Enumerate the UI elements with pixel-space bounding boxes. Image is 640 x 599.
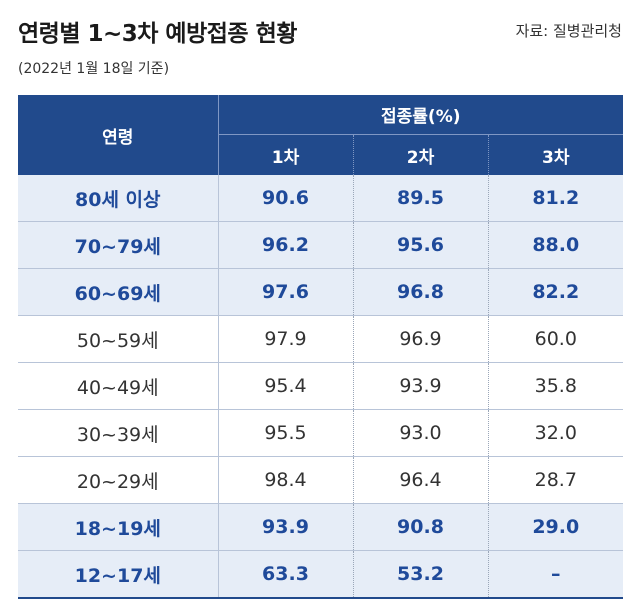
source-note: 자료: 질병관리청	[515, 22, 622, 40]
dose-1-header: 1차	[218, 134, 354, 175]
table-row: 70~79세 96.2 95.6 88.0	[18, 221, 624, 269]
age-group-cell: 18~19세	[18, 503, 219, 551]
dose-2-rate-cell: 96.8	[353, 268, 489, 316]
dose-1-rate-cell: 96.2	[218, 221, 354, 269]
dose-2-rate-cell: 89.5	[353, 175, 489, 222]
age-group-cell: 40~49세	[18, 362, 219, 410]
dose-1-rate-cell: 63.3	[218, 550, 354, 599]
dose-3-rate-cell: 81.2	[488, 175, 624, 222]
dose-2-rate-cell: 96.9	[353, 315, 489, 363]
dose-3-rate-cell: 29.0	[488, 503, 624, 551]
dose-3-rate-cell: 35.8	[488, 362, 624, 410]
vaccination-table: 연령 접종률(%) 1차 2차 3차 80세 이상 90.6 89.5 81.2 70~…	[18, 95, 624, 599]
table-row: 80세 이상 90.6 89.5 81.2	[18, 175, 624, 222]
table-row: 12~17세 63.3 53.2–	[18, 550, 624, 599]
age-group-cell: 50~59세	[18, 315, 219, 363]
date-note: (2022년 1월 18일 기준)	[18, 61, 170, 77]
dose-1-rate-cell: 98.4	[218, 456, 354, 504]
dose-2-header: 2차	[353, 134, 489, 175]
rate-column-header: 접종률(%)	[218, 95, 624, 135]
table-row: 40~49세 95.4 93.9 35.8	[18, 362, 624, 410]
dose-3-rate-cell: 88.0	[488, 221, 624, 269]
dose-1-rate-cell: 95.4	[218, 362, 354, 410]
dose-2-rate-cell: 53.2	[353, 550, 489, 599]
dose-1-rate-cell: 90.6	[218, 175, 354, 222]
dose-2-rate-cell: 93.0	[353, 409, 489, 457]
dose-3-rate-cell: 82.2	[488, 268, 624, 316]
dose-1-rate-cell: 95.5	[218, 409, 354, 457]
age-group-cell: 30~39세	[18, 409, 219, 457]
dose-1-rate-cell: 93.9	[218, 503, 354, 551]
page-title: 연령별 1~3차 예방접종 현황	[18, 21, 297, 47]
age-column-header: 연령	[18, 95, 219, 175]
dose-2-rate-cell: 95.6	[353, 221, 489, 269]
age-group-cell: 70~79세	[18, 221, 219, 269]
age-group-cell: 20~29세	[18, 456, 219, 504]
dose-2-rate-cell: 90.8	[353, 503, 489, 551]
dose-2-rate-cell: 96.4	[353, 456, 489, 504]
table-header: 연령 접종률(%) 1차 2차 3차	[18, 95, 624, 175]
dose-2-rate-cell: 93.9	[353, 362, 489, 410]
age-group-cell: 60~69세	[18, 268, 219, 316]
dose-1-rate-cell: 97.6	[218, 268, 354, 316]
dose-3-rate-cell: 28.7	[488, 456, 624, 504]
table-body: 80세 이상 90.6 89.5 81.2 70~79세 96.2 95.6 88.0 60~6…	[18, 175, 624, 599]
table-row: 20~29세 98.4 96.4 28.7	[18, 456, 624, 504]
age-group-cell: 80세 이상	[18, 175, 219, 222]
age-group-cell: 12~17세	[18, 550, 219, 599]
table-row: 30~39세 95.5 93.0 32.0	[18, 409, 624, 457]
table-row: 50~59세 97.9 96.9 60.0	[18, 315, 624, 363]
dose-1-rate-cell: 97.9	[218, 315, 354, 363]
dose-3-header: 3차	[488, 134, 624, 175]
table-row: 60~69세 97.6 96.8 82.2	[18, 268, 624, 316]
dose-3-rate-cell: 60.0	[488, 315, 624, 363]
table-row: 18~19세 93.9 90.8 29.0	[18, 503, 624, 551]
dose-3-rate-cell: –	[488, 550, 624, 599]
dose-3-rate-cell: 32.0	[488, 409, 624, 457]
